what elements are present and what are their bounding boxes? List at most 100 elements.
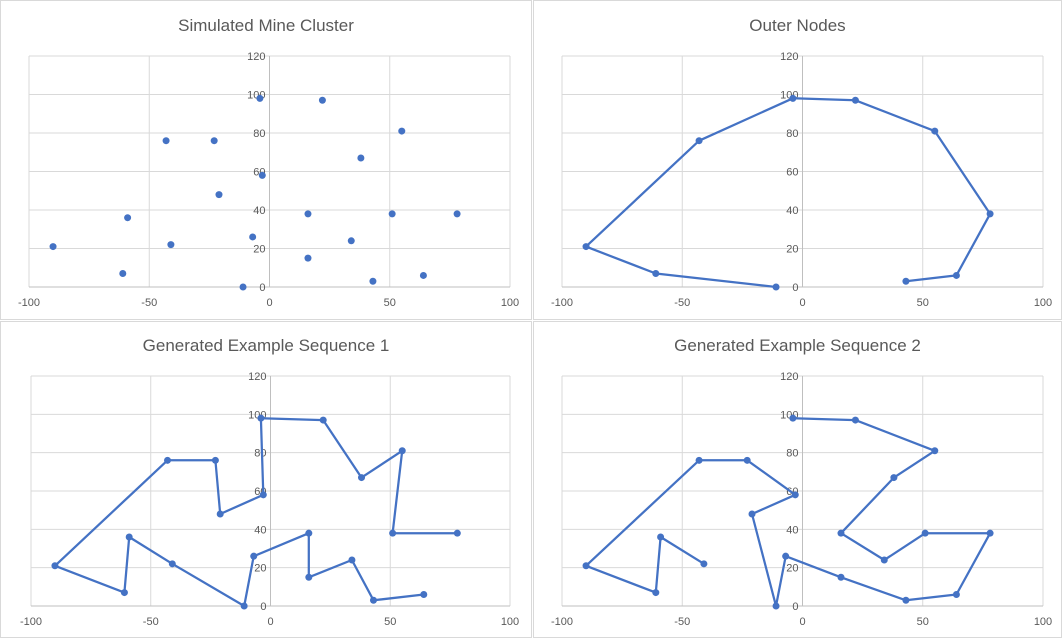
data-point [772,602,780,610]
data-point [211,456,219,464]
data-point [305,529,313,537]
data-point [250,552,258,560]
data-point [931,447,939,455]
data-point [119,270,127,278]
data-point [837,529,845,537]
data-point [388,210,396,218]
data-point [851,416,859,424]
data-point [789,414,797,422]
data-point [258,171,266,179]
chart-title: Simulated Mine Cluster [178,16,354,35]
data-point [420,591,428,598]
x-tick-label: 50 [917,297,929,309]
x-tick-label: -50 [143,616,159,628]
data-point [921,529,929,537]
data-point [358,474,366,482]
y-tick-label: 40 [786,205,798,217]
data-point [652,270,660,278]
data-point [931,127,939,135]
y-tick-label: 0 [259,282,265,294]
data-point [357,154,365,162]
y-tick-label: 0 [260,601,266,613]
data-point [369,277,377,285]
x-tick-label: 0 [799,297,805,309]
y-tick-label: 40 [786,524,798,536]
data-point [215,191,223,199]
y-tick-label: 0 [792,282,798,294]
chart-panel-simulated-mine-cluster: Simulated Mine Cluster -100 -50 0 50 100 0 20 4… [0,0,532,320]
data-point [124,214,132,222]
data-point [419,271,427,279]
chart-title: Generated Example Sequence 1 [142,336,390,355]
y-tick-label: 120 [780,51,798,63]
x-tick-label: 0 [267,616,273,628]
y-tick-label: 0 [792,601,798,613]
x-tick-label: -100 [551,616,573,628]
y-tick-label: 40 [254,524,266,536]
x-tick-label: -100 [551,297,573,309]
x-tick-label: -50 [141,297,157,309]
chart-panel-sequence-1: Generated Example Sequence 1 -100 -50 0 50 1… [0,321,532,638]
x-tick-label: -50 [674,616,690,628]
data-point [952,591,960,598]
data-point [902,596,910,604]
x-tick-label: 100 [1034,297,1052,309]
chart-panel-outer-nodes: Outer Nodes -100 -50 0 50 100 0 20 40 60 80 100 120 [533,0,1062,320]
y-tick-label: 120 [247,51,265,63]
series-line [584,97,992,289]
y-tick-label: 80 [786,448,798,460]
x-tick-label: 0 [266,297,272,309]
x-tick-label: 50 [384,616,396,628]
data-point [789,94,797,102]
data-point [398,447,406,455]
data-point [249,233,257,241]
data-point [49,243,57,251]
chart-panel-sequence-2: Generated Example Sequence 2 -100 -50 0 50 1… [533,321,1062,638]
data-point [168,560,176,568]
series-line [53,417,458,608]
data-point [389,529,397,537]
y-tick-label: 20 [254,563,266,575]
data-point [167,241,175,249]
data-point [216,510,224,518]
data-point [210,137,218,145]
data-point [259,491,267,499]
data-point [851,96,859,104]
data-point [120,589,128,597]
data-point [791,491,799,499]
data-point [162,137,170,145]
data-point [582,243,590,251]
data-point [51,562,59,570]
x-tick-label: 100 [501,616,519,628]
y-tick-label: 20 [786,244,798,256]
data-point [695,456,703,464]
data-point [348,556,356,564]
data-point [256,94,264,102]
chart-title: Generated Example Sequence 2 [674,336,921,355]
data-point [582,562,590,570]
x-tick-label: 50 [917,616,929,628]
x-tick-label: 100 [1034,616,1052,628]
x-tick-label: 0 [799,616,805,628]
y-tick-label: 40 [253,205,265,217]
data-point [398,127,406,135]
y-tick-label: 120 [780,371,798,383]
y-tick-label: 80 [254,448,266,460]
data-point [304,254,312,262]
data-point [239,283,247,291]
x-tick-label: 50 [384,297,396,309]
data-point [347,237,355,245]
series-line [584,417,992,608]
x-tick-label: -50 [674,297,690,309]
data-point [986,529,994,537]
data-point [164,456,172,464]
data-point [890,474,898,482]
data-point [318,96,326,104]
y-tick-label: 120 [248,371,266,383]
data-point [772,283,780,291]
data-point [782,552,790,560]
chart-title: Outer Nodes [749,16,846,35]
